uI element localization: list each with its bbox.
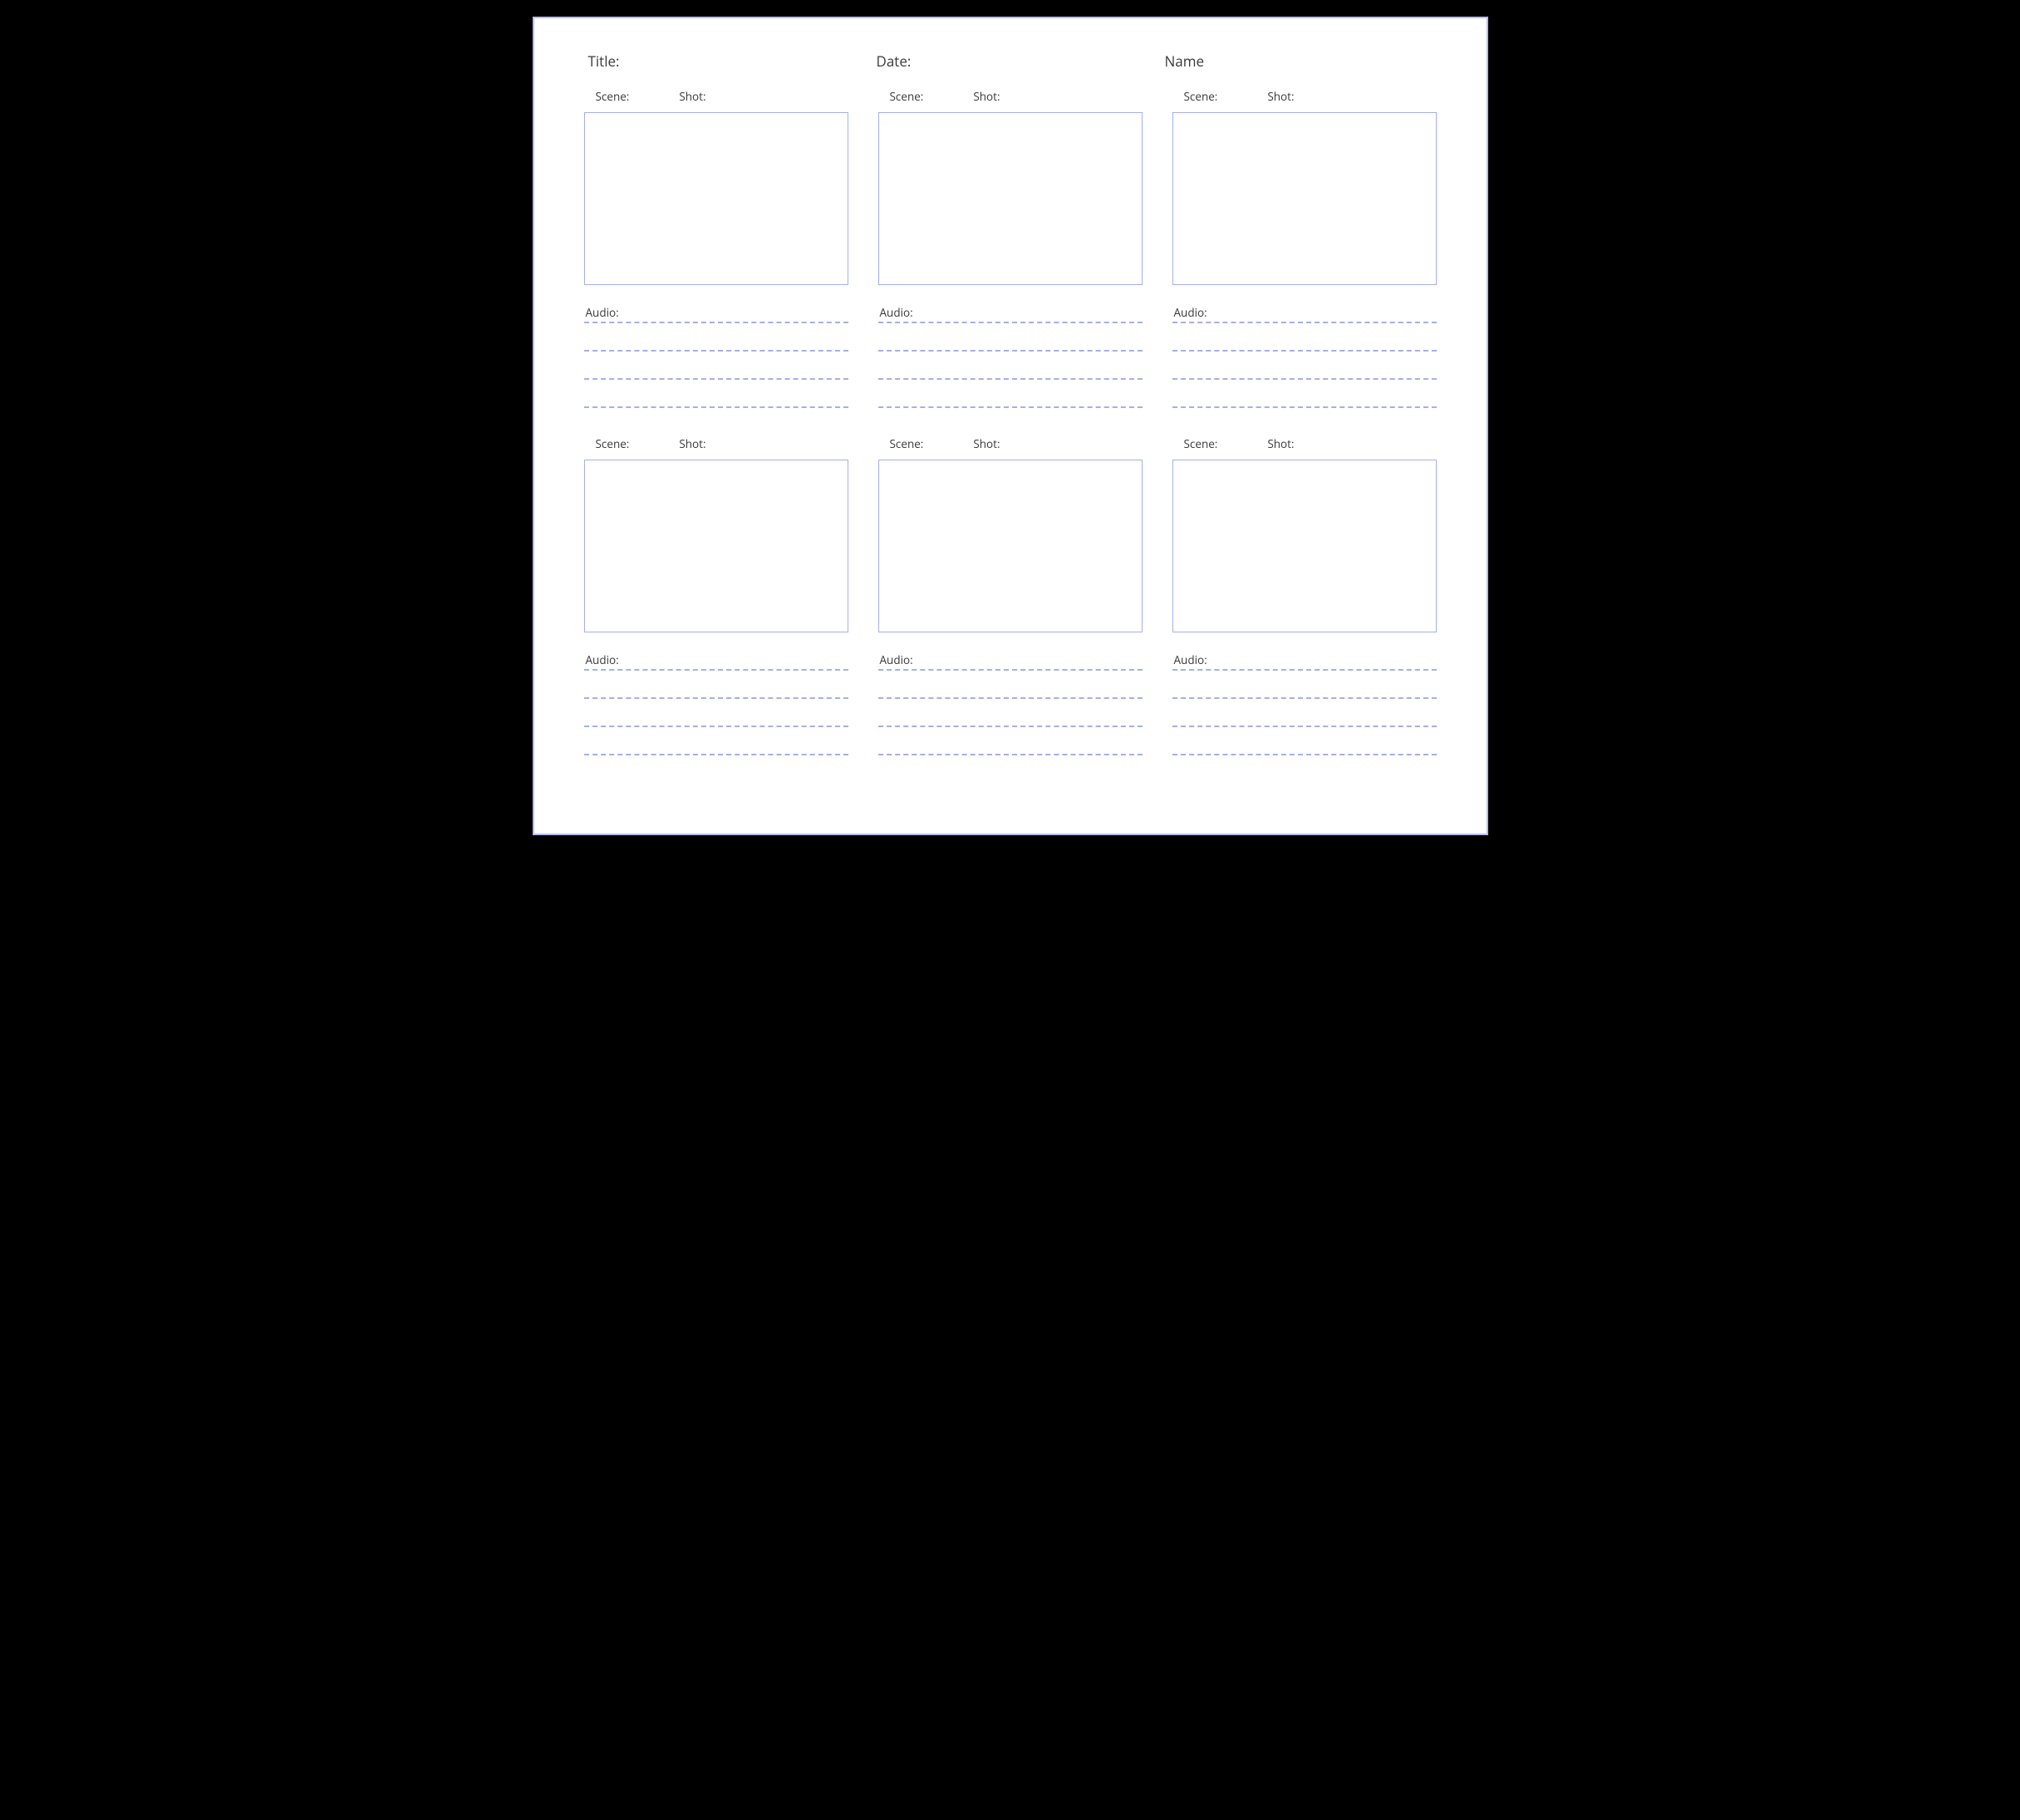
audio-line: Audio: (1172, 300, 1437, 323)
audio-line (1172, 676, 1437, 699)
audio-line (878, 385, 1143, 408)
audio-line (1172, 357, 1437, 380)
audio-block: Audio: (584, 300, 848, 408)
storyboard-panel: Scene: Shot: Audio: (584, 89, 848, 413)
audio-line (878, 328, 1143, 352)
audio-block: Audio: (878, 647, 1143, 755)
audio-line (878, 732, 1143, 755)
audio-label: Audio: (878, 305, 913, 322)
audio-line (584, 357, 848, 380)
audio-label: Audio: (1172, 652, 1207, 669)
panel-frame (878, 460, 1143, 632)
panel-frame (1172, 460, 1437, 632)
audio-line (878, 676, 1143, 699)
audio-label: Audio: (584, 652, 619, 669)
storyboard-panel: Scene: Shot: Audio: (878, 436, 1143, 760)
audio-line: Audio: (584, 300, 848, 323)
stage: Title: Date: Name Scene: Shot: Audio: (0, 0, 2020, 852)
panels-row-2: Scene: Shot: Audio: Scene: Shot: (584, 436, 1437, 760)
header-row: Title: Date: Name (584, 52, 1437, 71)
scene-label: Scene: (890, 89, 924, 104)
shot-label: Shot: (1267, 436, 1294, 451)
storyboard-page: Title: Date: Name Scene: Shot: Audio: (533, 17, 1488, 835)
shot-label: Shot: (679, 436, 705, 451)
panel-meta: Scene: Shot: (584, 89, 848, 104)
audio-line (1172, 732, 1437, 755)
audio-line (1172, 385, 1437, 408)
audio-line (584, 704, 848, 727)
audio-line (1172, 704, 1437, 727)
shot-label: Shot: (973, 89, 1000, 104)
panel-meta: Scene: Shot: (1172, 436, 1437, 451)
panel-meta: Scene: Shot: (1172, 89, 1437, 104)
panels-row-1: Scene: Shot: Audio: Scene: Shot: (584, 89, 1437, 413)
audio-line (878, 357, 1143, 380)
audio-line (584, 676, 848, 699)
panel-meta: Scene: Shot: (878, 436, 1143, 451)
shot-label: Shot: (973, 436, 1000, 451)
scene-label: Scene: (596, 436, 630, 451)
audio-block: Audio: (1172, 647, 1437, 755)
audio-label: Audio: (584, 305, 619, 322)
audio-block: Audio: (1172, 300, 1437, 408)
storyboard-panel: Scene: Shot: Audio: (878, 89, 1143, 413)
storyboard-panel: Scene: Shot: Audio: (1172, 436, 1437, 760)
panel-frame (584, 112, 848, 285)
audio-line (1172, 328, 1437, 352)
panel-meta: Scene: Shot: (878, 89, 1143, 104)
audio-line: Audio: (878, 300, 1143, 323)
audio-line (584, 732, 848, 755)
audio-line: Audio: (584, 647, 848, 671)
date-label: Date: (877, 52, 1148, 71)
panel-frame (878, 112, 1143, 285)
shot-label: Shot: (679, 89, 705, 104)
panel-meta: Scene: Shot: (584, 436, 848, 451)
title-label: Title: (584, 52, 860, 71)
audio-line (584, 328, 848, 352)
audio-block: Audio: (584, 647, 848, 755)
scene-label: Scene: (1184, 436, 1218, 451)
audio-line (878, 704, 1143, 727)
audio-line: Audio: (878, 647, 1143, 671)
audio-block: Audio: (878, 300, 1143, 408)
scene-label: Scene: (1184, 89, 1218, 104)
scene-label: Scene: (596, 89, 630, 104)
panel-frame (1172, 112, 1437, 285)
storyboard-panel: Scene: Shot: Audio: (1172, 89, 1437, 413)
audio-label: Audio: (878, 652, 913, 669)
shot-label: Shot: (1267, 89, 1294, 104)
audio-line (584, 385, 848, 408)
audio-line: Audio: (1172, 647, 1437, 671)
panel-frame (584, 460, 848, 632)
audio-label: Audio: (1172, 305, 1207, 322)
scene-label: Scene: (890, 436, 924, 451)
name-label: Name (1165, 52, 1437, 71)
storyboard-panel: Scene: Shot: Audio: (584, 436, 848, 760)
